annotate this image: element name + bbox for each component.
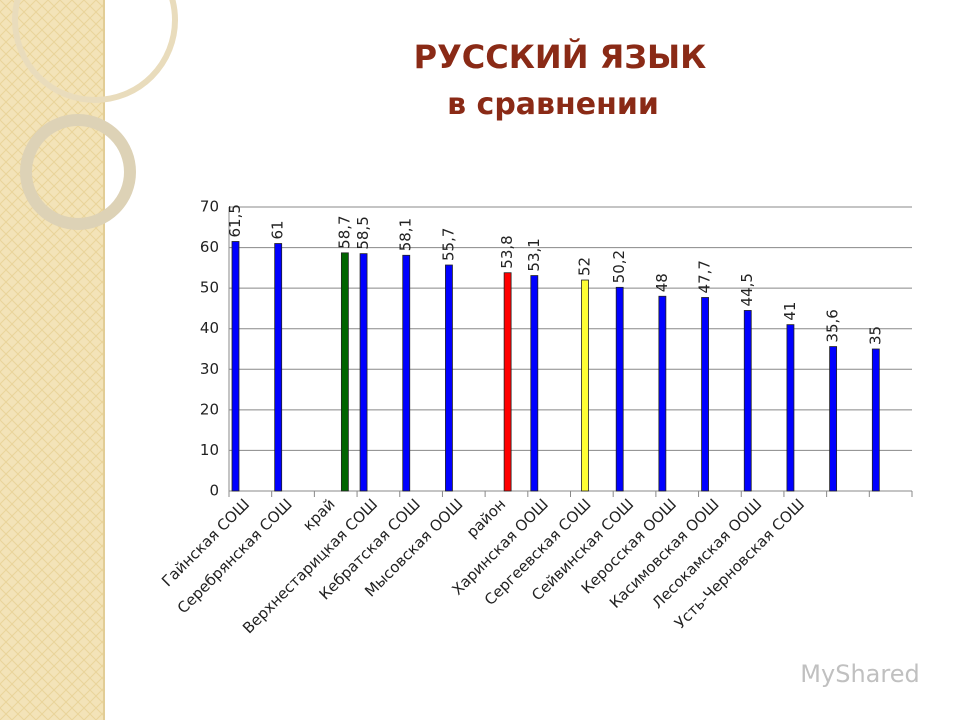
- bar: [701, 297, 709, 492]
- value-label: 55,7: [439, 228, 457, 261]
- bar: [581, 279, 589, 492]
- y-tick-label: 20: [200, 400, 219, 418]
- bar: [530, 275, 539, 492]
- value-label: 61: [269, 220, 287, 239]
- y-tick-label: 40: [200, 319, 219, 337]
- y-tick-label: 30: [200, 360, 219, 378]
- value-label: 44,5: [738, 273, 756, 306]
- value-label: 58,1: [397, 218, 415, 251]
- value-label: 47,7: [696, 260, 714, 293]
- bar: [871, 348, 880, 492]
- y-tick-label: 70: [200, 198, 219, 216]
- value-label: 50,2: [610, 250, 628, 283]
- bar: [829, 346, 838, 492]
- bar: [658, 295, 667, 492]
- y-tick-label: 60: [200, 238, 219, 256]
- value-label: 61,5: [226, 204, 244, 237]
- value-label: 35,6: [824, 309, 842, 342]
- y-tick-label: 0: [209, 482, 219, 500]
- watermark: MyShared: [800, 660, 919, 688]
- bar: [615, 286, 624, 492]
- value-label: 48: [653, 273, 671, 292]
- y-tick-label: 10: [200, 441, 219, 459]
- bar: [445, 264, 453, 492]
- title: РУССКИЙ ЯЗЫК: [414, 38, 707, 76]
- value-label: 58,7: [335, 215, 353, 248]
- bar: [340, 252, 349, 492]
- bar: [402, 254, 411, 492]
- value-label: 52: [576, 257, 594, 276]
- deco-circle: [20, 114, 136, 230]
- value-label: 58,5: [354, 216, 372, 249]
- y-tick-label: 50: [200, 279, 219, 297]
- subtitle: в сравнении: [447, 87, 659, 122]
- value-label: 41: [781, 302, 799, 321]
- bar: [786, 324, 795, 492]
- bar: [274, 243, 283, 492]
- side-strip: [0, 0, 104, 720]
- bar: [231, 241, 240, 492]
- bar: [503, 272, 512, 492]
- value-label: 53,1: [525, 238, 543, 271]
- bar: [359, 253, 368, 492]
- value-label: 35: [866, 326, 884, 345]
- deco-circle: [12, 0, 178, 103]
- bar: [743, 310, 752, 492]
- value-label: 53,8: [498, 235, 516, 268]
